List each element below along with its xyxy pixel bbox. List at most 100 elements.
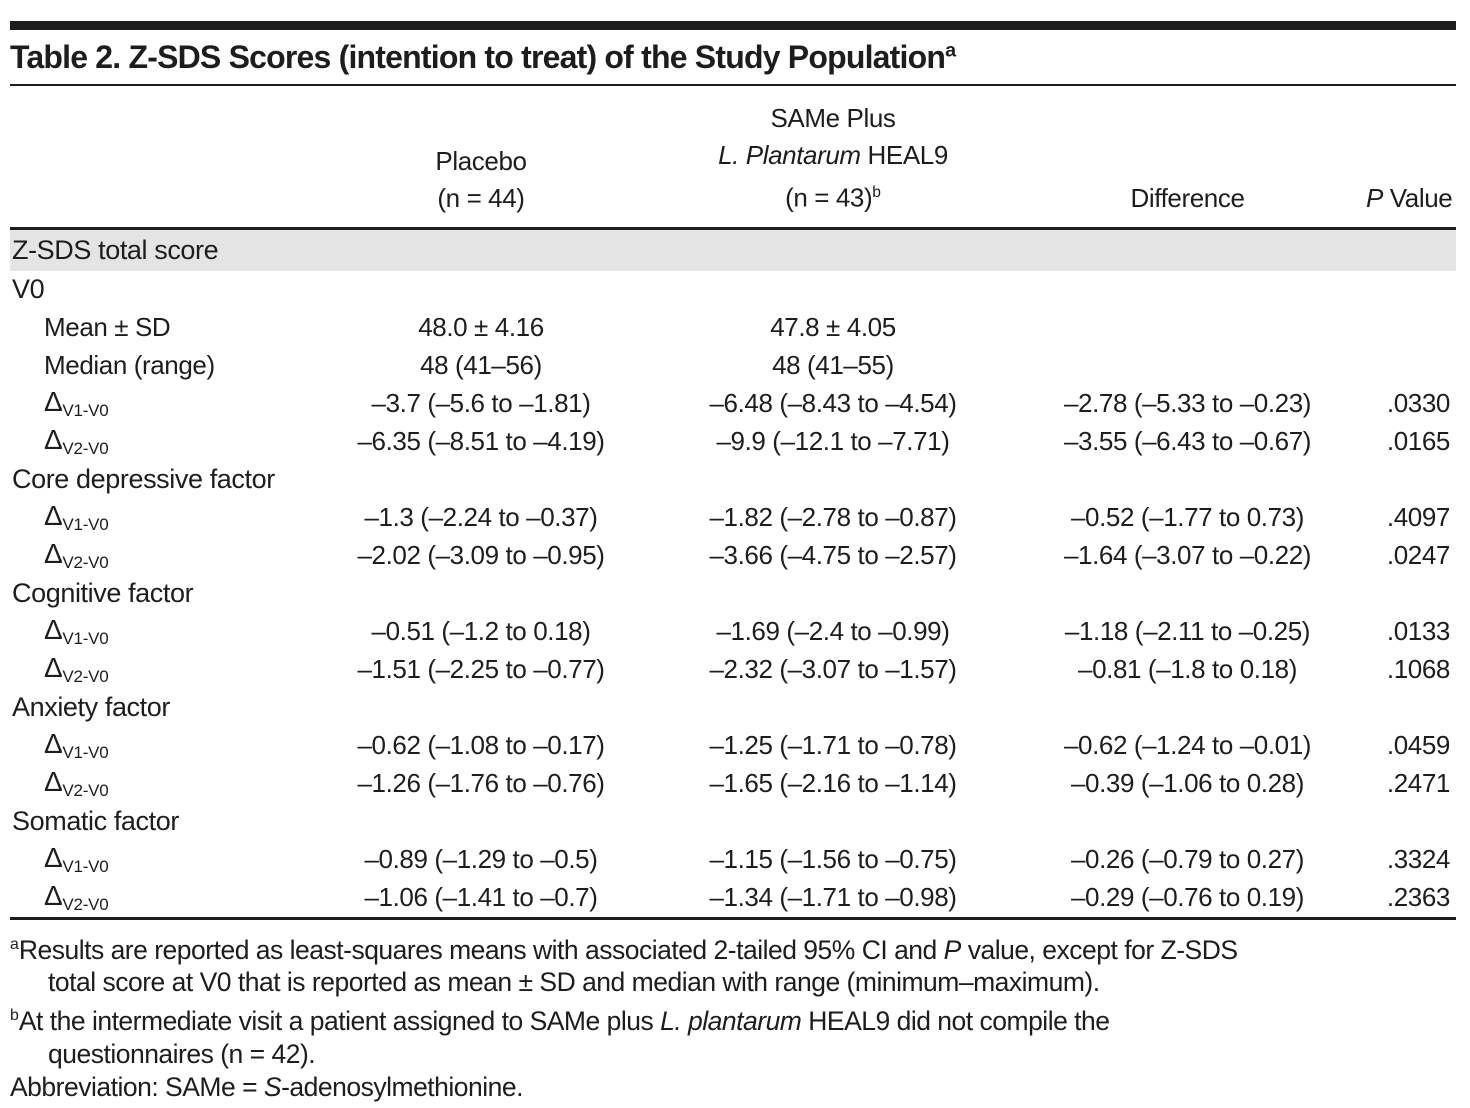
table-row: ΔV1-V0 –0.51 (–1.2 to 0.18) –1.69 (–2.4 to…	[10, 613, 1456, 651]
same-header-line3: (n = 43)b	[657, 174, 1009, 217]
cell-placebo	[305, 803, 657, 841]
delta-subscript: V1-V0	[62, 743, 109, 763]
table-row: Cognitive factor	[10, 575, 1456, 613]
abbreviation-text1: Abbreviation: SAMe =	[10, 1072, 264, 1103]
delta-symbol: Δ	[44, 424, 63, 456]
cell-difference	[1009, 575, 1366, 613]
cell-difference	[1009, 347, 1366, 385]
cell-difference	[1009, 271, 1366, 309]
cell-placebo: 48.0 ± 4.16	[418, 312, 544, 343]
table-title-text: Table 2. Z-SDS Scores (intention to trea…	[10, 39, 946, 75]
placebo-header-line2: (n = 44)	[437, 182, 525, 213]
cell-pvalue	[1366, 309, 1456, 347]
empty-header-cell	[10, 86, 305, 230]
cell-difference: –1.18 (–2.11 to –0.25)	[1064, 616, 1311, 647]
footnote-b-line2: questionnaires (n = 42).	[48, 1039, 316, 1070]
cell-difference: –0.29 (–0.76 to 0.19)	[1070, 882, 1304, 913]
cell-pvalue: .0459	[1386, 730, 1450, 761]
cell-pvalue	[1366, 803, 1456, 841]
row-label: ΔV1-V0	[10, 613, 305, 651]
same-header-species: L. Plantarum	[718, 140, 861, 170]
cell-same: –1.65 (–2.16 to –1.14)	[709, 768, 957, 799]
row-label: ΔV1-V0	[10, 499, 305, 537]
cell-pvalue: .0247	[1386, 540, 1450, 571]
cell-same: 47.8 ± 4.05	[770, 312, 896, 343]
cell-pvalue: .3324	[1386, 844, 1450, 875]
cell-pvalue	[1366, 461, 1456, 499]
difference-column-header: Difference	[1009, 86, 1366, 230]
cell-pvalue: .2471	[1386, 768, 1450, 799]
cell-pvalue: .2363	[1386, 882, 1450, 913]
table-row: ΔV2-V0 –2.02 (–3.09 to –0.95) –3.66 (–4.75…	[10, 537, 1456, 575]
placebo-header-line1: Placebo	[435, 145, 527, 176]
cell-difference	[1009, 689, 1366, 727]
table-row: Core depressive factor	[10, 461, 1456, 499]
cell-placebo: –1.3 (–2.24 to –0.37)	[364, 502, 598, 533]
abbreviation-line: Abbreviation: SAMe = S-adenosylmethionin…	[10, 1071, 1456, 1104]
same-header-line2: L. Plantarum HEAL9	[657, 137, 1009, 174]
cell-same: –1.15 (–1.56 to –0.75)	[709, 844, 957, 875]
row-label: ΔV1-V0	[10, 385, 305, 423]
table-row: ΔV2-V0 –1.26 (–1.76 to –0.76) –1.65 (–2.16…	[10, 765, 1456, 803]
cell-same: 48 (41–55)	[772, 350, 894, 381]
cell-same	[657, 271, 1009, 309]
footnote-a-marker: a	[10, 935, 19, 953]
delta-symbol: Δ	[44, 386, 63, 418]
delta-symbol: Δ	[44, 538, 63, 570]
cell-difference: –0.39 (–1.06 to 0.28)	[1070, 768, 1304, 799]
cell-same	[657, 803, 1009, 841]
cell-pvalue: .0330	[1386, 388, 1450, 419]
row-group-label: Cognitive factor	[12, 578, 194, 609]
cell-same: –3.66 (–4.75 to –2.57)	[709, 540, 957, 571]
row-label: Mean ± SD	[44, 312, 171, 343]
table-row: ΔV1-V0 –0.89 (–1.29 to –0.5) –1.15 (–1.56 …	[10, 841, 1456, 879]
pvalue-header-p: P	[1366, 182, 1383, 213]
cell-difference: –0.62 (–1.24 to –0.01)	[1063, 730, 1312, 761]
delta-subscript: V1-V0	[62, 515, 109, 535]
cell-same: –1.25 (–1.71 to –0.78)	[709, 730, 957, 761]
cell-same	[657, 575, 1009, 613]
delta-subscript: V2-V0	[62, 895, 109, 915]
delta-subscript: V2-V0	[62, 667, 109, 687]
cell-same: –1.34 (–1.71 to –0.98)	[709, 882, 957, 913]
same-header-footnote-marker: b	[872, 184, 881, 201]
cell-pvalue: .0165	[1386, 426, 1450, 457]
delta-symbol: Δ	[44, 614, 63, 646]
cell-pvalue	[1366, 347, 1456, 385]
delta-symbol: Δ	[44, 766, 63, 798]
cell-pvalue	[1366, 689, 1456, 727]
cell-difference	[1009, 461, 1366, 499]
table-title: Table 2. Z-SDS Scores (intention to trea…	[10, 30, 1456, 84]
footnote-a-italic: P	[943, 934, 962, 965]
cell-difference	[1009, 309, 1366, 347]
table-row: ΔV1-V0 –0.62 (–1.08 to –0.17) –1.25 (–1.71…	[10, 727, 1456, 765]
footnote-a-line1: aResults are reported as least-squares m…	[10, 928, 1456, 967]
cell-placebo	[305, 689, 657, 727]
footnote-b-text2: HEAL9 did not compile the	[801, 1006, 1110, 1037]
row-group-label: Somatic factor	[12, 806, 179, 837]
table-row: V0	[10, 271, 1456, 309]
cell-placebo: –0.62 (–1.08 to –0.17)	[357, 730, 605, 761]
footnote-a-text2: value, except for Z-SDS	[960, 934, 1238, 965]
cell-difference: –0.26 (–0.79 to 0.27)	[1070, 844, 1304, 875]
delta-subscript: V1-V0	[62, 629, 109, 649]
table-title-footnote-marker: a	[945, 39, 957, 62]
cell-pvalue: .4097	[1386, 502, 1450, 533]
pvalue-column-header: P Value	[1366, 86, 1456, 230]
top-rule	[10, 21, 1456, 30]
delta-symbol: Δ	[44, 880, 63, 912]
table-row: ΔV2-V0 –1.06 (–1.41 to –0.7) –1.34 (–1.71 …	[10, 879, 1456, 919]
delta-symbol: Δ	[44, 500, 63, 532]
cell-difference: –3.55 (–6.43 to –0.67)	[1063, 426, 1312, 457]
cell-pvalue: .1068	[1386, 654, 1450, 685]
same-column-header: SAMe Plus L. Plantarum HEAL9 (n = 43)b	[657, 86, 1009, 230]
table-row: ΔV1-V0 –1.3 (–2.24 to –0.37) –1.82 (–2.78 …	[10, 499, 1456, 537]
footnote-b-marker: b	[10, 1007, 19, 1025]
row-label: Median (range)	[44, 350, 215, 381]
row-label: ΔV1-V0	[10, 841, 305, 879]
cell-placebo: –0.51 (–1.2 to 0.18)	[371, 616, 591, 647]
footnote-b-text1: At the intermediate visit a patient assi…	[18, 1006, 661, 1037]
table-row: ΔV2-V0 –6.35 (–8.51 to –4.19) –9.9 (–12.1 …	[10, 423, 1456, 461]
cell-placebo: –1.26 (–1.76 to –0.76)	[357, 768, 605, 799]
